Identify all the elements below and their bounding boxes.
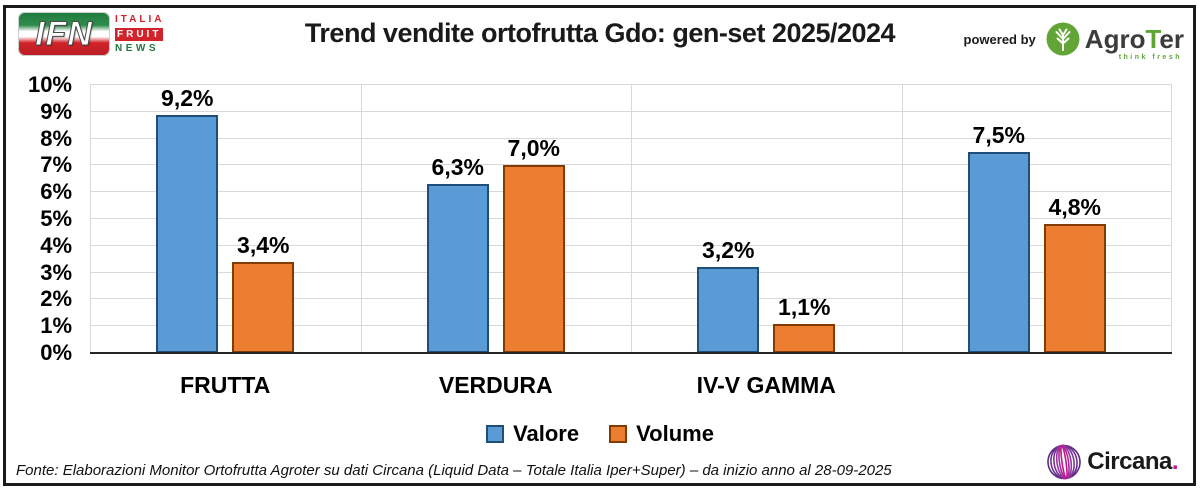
agroter-tagline: think fresh [1118, 54, 1182, 61]
bar-column: 6,3% [426, 85, 489, 353]
legend: Valore Volume [0, 421, 1200, 447]
bar-group: 7,5% 4,8% [902, 85, 1173, 353]
bar-group: 6,3% 7,0% [361, 85, 632, 353]
circana-rings-icon [1047, 444, 1082, 480]
ifn-word-italia: ITALIA [115, 14, 165, 25]
v-gridline [631, 85, 632, 353]
category-label [902, 372, 1173, 399]
bar-column: 7,0% [502, 85, 565, 353]
legend-swatch-volume [609, 425, 628, 443]
y-tick-label: 5% [40, 206, 72, 231]
circana-dot: . [1171, 448, 1179, 475]
y-tick-label: 2% [40, 286, 72, 312]
bar-valore [967, 152, 1030, 353]
bar-value-label: 3,4% [237, 231, 290, 258]
bar-column: 9,2% [156, 85, 219, 353]
y-tick-label: 1% [40, 313, 72, 339]
ifn-logo: IFN ITALIA FRUIT NEWS [18, 12, 164, 56]
ifn-wordmark: ITALIA FRUIT NEWS [115, 12, 164, 56]
bar-valore [697, 267, 760, 353]
bar-group: 9,2% 3,4% [90, 85, 361, 353]
bar-column: 7,5% [967, 85, 1030, 353]
y-tick-label: 0% [40, 340, 72, 365]
bar-volume [773, 323, 836, 353]
y-tick-label: 10% [27, 72, 72, 97]
category-label: VERDURA [438, 372, 553, 398]
category-label: FRUTTA [180, 372, 271, 398]
ifn-word-fruit: FRUIT [115, 27, 164, 41]
page-title: Trend vendite ortofrutta Gdo: gen-set 20… [304, 18, 896, 48]
y-tick-label: 7% [40, 152, 72, 178]
bar-value-label: 7,0% [507, 135, 560, 162]
bar-column: 1,1% [773, 85, 836, 353]
category-label: IV-V GAMMA [696, 372, 836, 398]
agroter-prefix: Agro [1084, 24, 1146, 54]
bar-column: 3,2% [697, 85, 760, 353]
bar-value-label: 9,2% [161, 85, 214, 111]
legend-label: Volume [636, 421, 714, 446]
agroter-accent: T [1145, 24, 1160, 54]
bar-value-label: 1,1% [778, 293, 831, 320]
v-gridline [360, 85, 362, 353]
legend-label: Valore [513, 421, 580, 446]
tree-icon [1046, 22, 1080, 56]
circana-text: Circana [1087, 448, 1172, 475]
agroter-wordmark: AgroTer think fresh [1084, 24, 1184, 61]
agroter-suffix: er [1159, 24, 1184, 54]
bar-column: 3,4% [232, 85, 295, 353]
powered-by-block: powered by AgroTer think fresh [963, 22, 1184, 61]
category-axis-labels: FRUTTA VERDURA IV-V GAMMA [90, 372, 1172, 399]
bar-value-label: 7,5% [972, 122, 1025, 148]
bar-volume [502, 165, 565, 353]
plot-area: 9,2% 3,4% 6,3% 7,0% 3,2% 1,1% 7,5% 4,8% [90, 84, 1172, 354]
legend-item-volume: Volume [609, 421, 714, 447]
ifn-flag-badge: IFN [18, 12, 110, 56]
x-axis-line [90, 352, 1172, 354]
agroter-logo: AgroTer think fresh [1046, 22, 1184, 61]
y-tick-label: 3% [40, 259, 72, 285]
source-note: Fonte: Elaborazioni Monitor Ortofrutta A… [16, 462, 892, 479]
bar-valore [426, 184, 489, 353]
bar-value-label: 3,2% [702, 237, 755, 264]
v-gridline [90, 85, 91, 353]
bar-groups: 9,2% 3,4% 6,3% 7,0% 3,2% 1,1% 7,5% 4,8% [90, 85, 1172, 353]
y-tick-label: 6% [40, 179, 72, 205]
y-tick-label: 8% [40, 125, 72, 151]
bar-group: 3,2% 1,1% [631, 85, 902, 353]
h-gridline [90, 84, 1172, 85]
circana-logo: Circana. [1045, 443, 1179, 481]
powered-by-label: powered by [963, 31, 1036, 47]
ifn-word-news: NEWS [115, 43, 159, 54]
bar-column: 4,8% [1043, 85, 1106, 353]
bar-volume [1043, 224, 1106, 353]
bar-volume [232, 261, 295, 353]
y-tick-label: 9% [40, 98, 72, 124]
y-axis-labels: 0% 1% 2% 3% 4% 5% 6% 7% 8% 9% 10% [0, 74, 80, 364]
bar-valore [156, 115, 219, 353]
v-gridline [1171, 85, 1172, 353]
ifn-initials: IFN [35, 15, 93, 53]
circana-wordmark: Circana. [1087, 448, 1178, 476]
legend-swatch-valore [486, 425, 505, 443]
bar-value-label: 6,3% [431, 154, 484, 181]
legend-item-valore: Valore [486, 421, 579, 447]
y-tick-label: 4% [40, 232, 72, 258]
bar-value-label: 4,8% [1048, 194, 1101, 221]
v-gridline [901, 85, 903, 353]
